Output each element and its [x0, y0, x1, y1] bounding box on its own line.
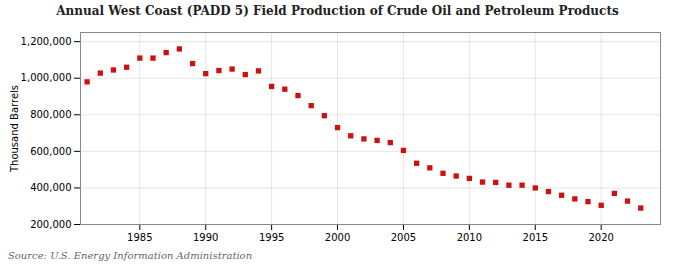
svg-text:400,000: 400,000	[30, 182, 71, 193]
svg-text:2015: 2015	[523, 232, 548, 243]
svg-text:2020: 2020	[588, 232, 613, 243]
svg-text:Thousand Barrels: Thousand Barrels	[9, 85, 20, 173]
svg-text:800,000: 800,000	[30, 109, 71, 120]
svg-text:1,000,000: 1,000,000	[21, 72, 72, 83]
svg-text:2010: 2010	[457, 232, 482, 243]
svg-text:2000: 2000	[325, 232, 350, 243]
svg-text:1,200,000: 1,200,000	[21, 36, 72, 47]
svg-text:600,000: 600,000	[30, 146, 71, 157]
svg-text:1995: 1995	[259, 232, 284, 243]
html-text:Annual West Coast (PADD 5) Fie: Annual West Coast (PADD 5) Field Product…	[56, 4, 619, 18]
svg-text:2005: 2005	[391, 232, 416, 243]
html-text:Source: U.S. Energy Informatio: Source: U.S. Energy Information Administ…	[8, 250, 253, 261]
svg-text:1990: 1990	[193, 232, 218, 243]
svg-text:200,000: 200,000	[30, 219, 71, 230]
svg-text:1985: 1985	[127, 232, 152, 243]
